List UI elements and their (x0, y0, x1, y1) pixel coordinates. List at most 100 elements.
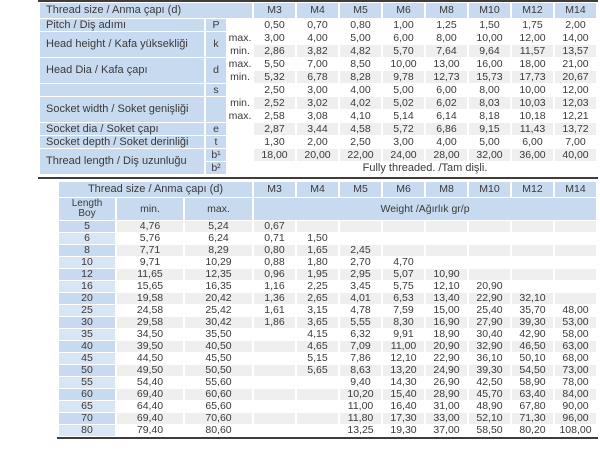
length-cell: 10 (59, 257, 115, 268)
weight-row: 70 69,40 70,60 11,80 17,30 33,00 52,10 71,30 96,… (59, 413, 597, 424)
spec-value: 6,00 (512, 136, 554, 148)
weight-cell (340, 221, 382, 232)
spec-value: 10,00 (512, 84, 554, 96)
weight-cell (555, 257, 597, 268)
weight-row: 55 54,40 55,60 9,40 14,30 26,90 42,50 58,90 78,0… (59, 377, 597, 388)
weight-cell: 11,00 (383, 341, 425, 352)
length-header-line2: Boy (78, 208, 96, 219)
weight-cell (254, 377, 296, 388)
spec-value: 13,57 (555, 45, 597, 57)
spec-value: 6,02 (426, 97, 468, 109)
length-cell: 12 (59, 269, 115, 280)
weight-cell: 71,30 (512, 413, 554, 424)
min-cell: 7,71 (117, 245, 183, 256)
spec-value: 1,25 (426, 19, 468, 31)
spec-value: 4,58 (340, 123, 382, 135)
size-column-header: M14 (555, 182, 597, 197)
weight-cell: 4,15 (297, 329, 339, 340)
weight-cell: 3,45 (340, 281, 382, 292)
weight-subheader-row: Length Boy min. max. Weight /Ağırlık gr/… (59, 198, 597, 220)
spec-symbol (206, 97, 226, 122)
weight-cell: 24,90 (426, 365, 468, 376)
weight-cell: 58,00 (555, 329, 597, 340)
weight-cell: 39,30 (469, 365, 511, 376)
length-cell: 45 (59, 353, 115, 364)
spec-value: 13,72 (555, 123, 597, 135)
weight-cell (254, 401, 296, 412)
weight-row: 5 4,76 5,24 0,67 (59, 221, 597, 232)
weight-cell: 19,30 (383, 425, 425, 436)
weight-cell: 1,50 (297, 233, 339, 244)
spec-value: 2,50 (340, 136, 382, 148)
min-cell: 5,76 (117, 233, 183, 244)
spec-value: 7,00 (297, 58, 339, 70)
spec-value: 5,14 (383, 110, 425, 122)
weight-cell (555, 245, 597, 256)
spec-value: 1,50 (469, 19, 511, 31)
spec-row: Pitch / Diş adımı P 0,50 0,70 0,80 1,00 1,25 1,… (40, 19, 597, 31)
weight-cell (254, 413, 296, 424)
weight-cell (469, 245, 511, 256)
spec-value: 3,44 (297, 123, 339, 135)
spec-value: 9,64 (469, 45, 511, 57)
weight-cell: 58,50 (469, 425, 511, 436)
max-cell: 6,24 (185, 233, 253, 244)
weight-cell: 52,10 (469, 413, 511, 424)
bottom-border-line (57, 437, 598, 439)
weight-cell: 3,65 (297, 317, 339, 328)
length-cell: 25 (59, 305, 115, 316)
max-cell: 10,29 (185, 257, 253, 268)
weight-cell: 4,78 (340, 305, 382, 316)
spec-row-label: Head Dia / Kafa çapı (40, 58, 204, 83)
weight-cell (297, 377, 339, 388)
spec-value: 7,64 (426, 45, 468, 57)
spec-subrow-label: max. (228, 110, 253, 122)
spec-value: 5,50 (254, 58, 296, 70)
weight-cell: 12,10 (383, 353, 425, 364)
weight-cell: 1,16 (254, 281, 296, 292)
spec-value: 6,00 (383, 32, 425, 44)
spec-value: 20,00 (297, 149, 339, 161)
spec-value: 24,00 (383, 149, 425, 161)
weight-cell: 22,90 (426, 353, 468, 364)
spec-value: 18,00 (254, 149, 296, 161)
weight-cell: 4,65 (297, 341, 339, 352)
weight-cell: 1,95 (297, 269, 339, 280)
spec-header-label: Thread size / Anma çapı (d) (40, 3, 253, 18)
max-cell: 5,24 (185, 221, 253, 232)
length-column-header: Length Boy (59, 198, 115, 220)
max-cell: 65,60 (185, 401, 253, 412)
max-cell: 70,60 (185, 413, 253, 424)
weight-cell: 8,30 (383, 317, 425, 328)
weight-cell: 20,90 (469, 281, 511, 292)
spec-value: 12,03 (555, 97, 597, 109)
spec-value: 0,50 (254, 19, 296, 31)
weight-cell (555, 281, 597, 292)
weight-cell (254, 389, 296, 400)
weight-cell: 108,00 (555, 425, 597, 436)
spec-value: 2,58 (254, 110, 296, 122)
spec-row-label: Socket dia / Soket çapı (40, 123, 204, 135)
spec-value: 8,00 (469, 84, 511, 96)
spec-value: 3,08 (297, 110, 339, 122)
weight-cell (555, 293, 597, 304)
spec-subrow-label: max. (228, 58, 253, 70)
spec-subrow-label: min. (228, 45, 253, 57)
weight-cell: 54,50 (512, 365, 554, 376)
spec-row-label: Thread length / Diş uzunluğu (40, 149, 204, 174)
size-column-header: M8 (426, 182, 468, 197)
spec-value: 16,00 (469, 58, 511, 70)
weight-cell: 67,80 (512, 401, 554, 412)
weight-cell: 2,95 (340, 269, 382, 280)
spec-subrow-label (228, 149, 253, 161)
min-cell: 34,50 (117, 329, 183, 340)
spec-row-label (40, 84, 204, 96)
spec-subrow-label: min. (228, 97, 253, 109)
weight-cell (383, 233, 425, 244)
spec-row-label: Socket depth / Soket derinliği (40, 136, 204, 148)
spec-value: 22,00 (340, 149, 382, 161)
weight-row: 6 5,76 6,24 0,71 1,50 (59, 233, 597, 244)
spec-value: 10,18 (512, 110, 554, 122)
weight-cell: 16,90 (426, 317, 468, 328)
weight-cell: 2,70 (340, 257, 382, 268)
